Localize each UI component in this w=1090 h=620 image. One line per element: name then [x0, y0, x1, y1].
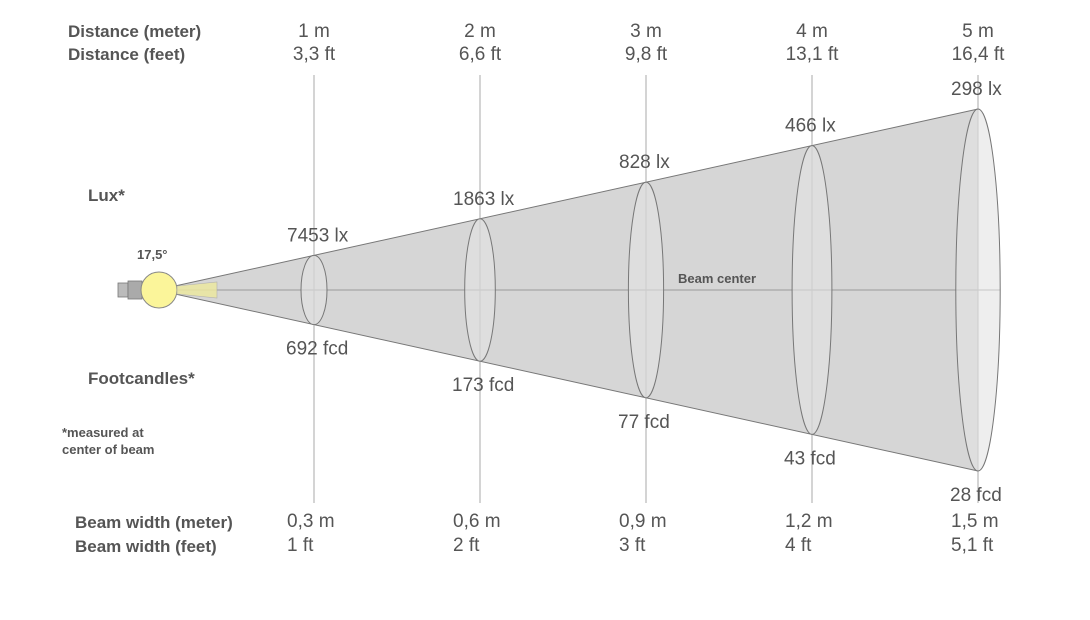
beam-width-meter-value: 1,5 m — [951, 511, 999, 532]
lamp-beam-glow — [176, 281, 218, 299]
beam-width-meter-value: 0,6 m — [453, 511, 501, 532]
beam-width-meter-label: Beam width (meter) — [75, 513, 233, 532]
lux-value: 828 lx — [619, 152, 670, 173]
footcandles-label: Footcandles* — [88, 369, 195, 388]
beam-width-feet-value: 3 ft — [619, 535, 646, 556]
beam-cross-section — [627, 181, 665, 399]
lamp-base — [117, 282, 129, 298]
distance-column: 5 m16,4 ft 298 lx 28 fcd 1,5 m 5,1 ft — [950, 21, 1005, 556]
lux-value: 1863 lx — [453, 189, 515, 210]
lamp-neck — [127, 280, 143, 300]
distance-feet-value: 13,1 ft — [786, 44, 840, 65]
distance-feet-value: 9,8 ft — [625, 44, 668, 65]
beam-cross-section — [955, 108, 1001, 472]
distance-column: 4 m13,1 ft 466 lx 43 fcd 1,2 m 4 ft — [784, 21, 839, 556]
beam-width-feet-label: Beam width (feet) — [75, 537, 217, 556]
footcandle-value: 692 fcd — [286, 339, 348, 360]
distance-feet-label: Distance (feet) — [68, 45, 185, 64]
distance-feet-value: 3,3 ft — [293, 44, 336, 65]
lux-label: Lux* — [88, 186, 125, 205]
beam-center-label: Beam center — [678, 271, 756, 286]
beam-width-feet-value: 2 ft — [453, 535, 480, 556]
distance-column: 2 m6,6 ft 1863 lx 173 fcd 0,6 m 2 ft — [452, 21, 515, 556]
lamp-bulb — [140, 271, 178, 309]
distance-column: 1 m3,3 ft 7453 lx 692 fcd 0,3 m 1 ft — [286, 21, 349, 556]
beam-width-meter-value: 1,2 m — [785, 511, 833, 532]
beam-angle-label: 17,5° — [137, 247, 168, 262]
beam-width-feet-value: 5,1 ft — [951, 535, 994, 556]
lamp: 17,5° — [117, 247, 218, 309]
distance-meter-value: 3 m — [630, 21, 662, 42]
footcandle-value: 43 fcd — [784, 448, 836, 469]
distance-columns: 1 m3,3 ft 7453 lx 692 fcd 0,3 m 1 ft 2 m6,6 f… — [286, 21, 1005, 556]
distance-feet-value: 16,4 ft — [952, 44, 1006, 65]
footcandle-value: 28 fcd — [950, 485, 1002, 506]
lux-value: 298 lx — [951, 79, 1002, 100]
distance-meter-value: 5 m — [962, 21, 994, 42]
distance-feet-value: 6,6 ft — [459, 44, 502, 65]
beam-width-meter-value: 0,3 m — [287, 511, 335, 532]
lux-value: 7453 lx — [287, 225, 349, 246]
lux-value: 466 lx — [785, 116, 836, 137]
beam-cross-section — [300, 254, 328, 326]
distance-meter-value: 4 m — [796, 21, 828, 42]
distance-column: 3 m9,8 ft 828 lx 77 fcd 0,9 m 3 ft — [618, 21, 670, 556]
beam-width-feet-value: 1 ft — [287, 535, 314, 556]
distance-meter-label: Distance (meter) — [68, 22, 201, 41]
beam-cross-section — [464, 218, 496, 362]
note-line-1: *measured at — [62, 425, 144, 440]
note-line-2: center of beam — [62, 442, 154, 457]
footcandle-value: 77 fcd — [618, 412, 670, 433]
beam-cross-section — [791, 145, 833, 435]
beam-width-meter-value: 0,9 m — [619, 511, 667, 532]
distance-meter-value: 2 m — [464, 21, 496, 42]
beam-width-feet-value: 4 ft — [785, 535, 812, 556]
distance-meter-value: 1 m — [298, 21, 330, 42]
footcandle-value: 173 fcd — [452, 375, 514, 396]
